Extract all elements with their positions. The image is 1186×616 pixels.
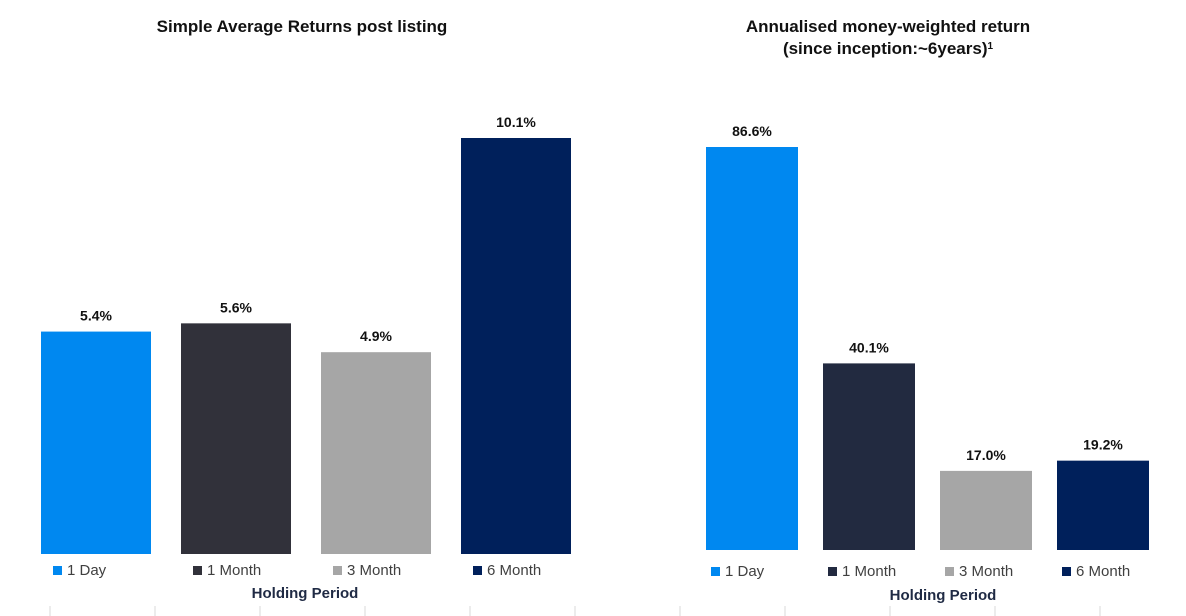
chart-title-line-1: Annualised money-weighted return: [745, 17, 1031, 36]
x-axis-title: Holding Period: [890, 587, 997, 604]
legend-swatch-0: [53, 566, 62, 575]
data-label-3: 10.1%: [496, 114, 536, 130]
legend-entry-3: 6 Month: [1076, 563, 1130, 580]
chart-title-line-2: (since inception:~6years)1: [615, 38, 1161, 60]
legend-swatch-1: [193, 566, 202, 575]
data-label-0: 5.4%: [80, 308, 112, 324]
legend-entry-0: 1 Day: [725, 563, 765, 580]
bar-chart-svg: 5.4% 1 Day 5.6% 1 Month 4.9% 3 Month 10.1% 6 Mo…: [41, 114, 576, 616]
bar-2: [321, 352, 431, 554]
data-label-1: 5.6%: [220, 299, 252, 315]
legend-entry-2: 3 Month: [347, 562, 401, 579]
legend-swatch-3: [473, 566, 482, 575]
legend-entry-3: 6 Month: [487, 562, 541, 579]
legend-swatch-1: [828, 567, 837, 576]
legend-entry-2: 3 Month: [959, 563, 1013, 580]
chart-simple-average-returns: Simple Average Returns post listing 5.4%…: [0, 16, 607, 616]
chart-title-line-2-text: (since inception:~6years): [782, 39, 988, 58]
bar-1: [823, 363, 915, 550]
legend-swatch-2: [333, 566, 342, 575]
legend-swatch-0: [711, 567, 720, 576]
chart-title: Annualised money-weighted return (since …: [615, 16, 1161, 60]
legend-swatch-3: [1062, 567, 1071, 576]
chart-title: Simple Average Returns post listing: [0, 16, 607, 38]
bar-3: [461, 138, 571, 554]
chart-title-text: Simple Average Returns post listing: [156, 17, 448, 36]
bar-0: [41, 331, 151, 554]
data-label-2: 17.0%: [966, 447, 1006, 463]
legend-entry-0: 1 Day: [67, 562, 107, 579]
data-label-2: 4.9%: [360, 328, 392, 344]
data-label-0: 86.6%: [732, 123, 772, 139]
bar-3: [1057, 460, 1149, 550]
data-label-3: 19.2%: [1083, 437, 1123, 453]
bar-2: [940, 470, 1032, 550]
chart-annualised-return: Annualised money-weighted return (since …: [640, 0, 1186, 616]
bar-chart-svg: 86.6% 1 Day 40.1% 1 Month 17.0% 3 Month 19.2% 6…: [679, 123, 1149, 616]
bar-0: [706, 147, 798, 550]
data-label-1: 40.1%: [849, 339, 889, 355]
title-footnote-marker: 1: [987, 41, 994, 52]
x-axis-title: Holding Period: [252, 585, 359, 602]
bar-1: [181, 323, 291, 554]
legend-entry-1: 1 Month: [842, 563, 896, 580]
legend-entry-1: 1 Month: [207, 562, 261, 579]
legend-swatch-2: [945, 567, 954, 576]
